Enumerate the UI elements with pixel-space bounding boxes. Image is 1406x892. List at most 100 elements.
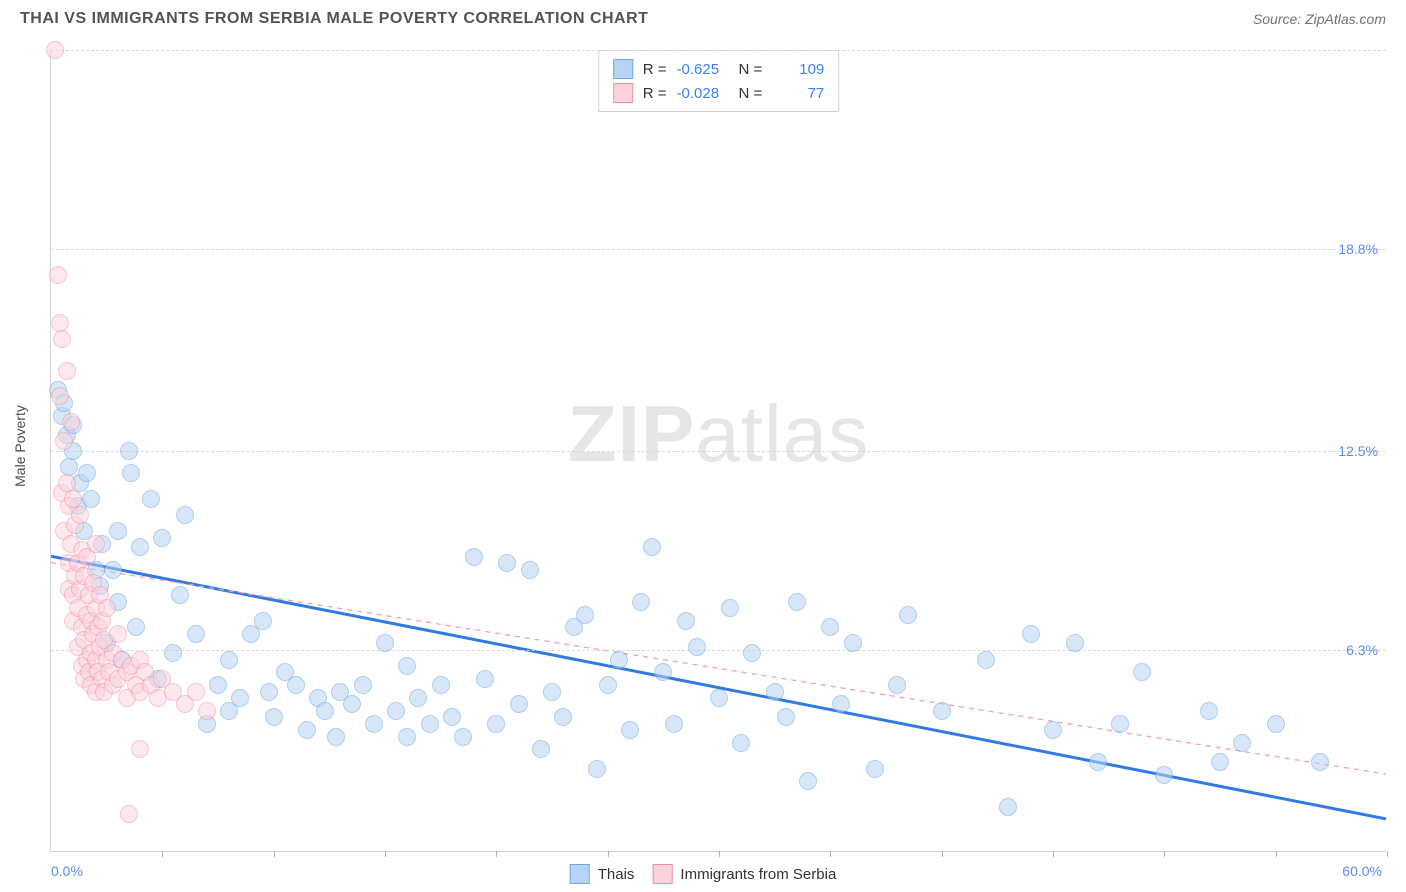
series-swatch — [613, 83, 633, 103]
stats-row: R = -0.625 N = 109 — [613, 57, 825, 81]
stats-row: R = -0.028 N = 77 — [613, 81, 825, 105]
y-axis-label: Male Poverty — [12, 405, 28, 487]
data-point — [665, 715, 683, 733]
x-tick — [496, 851, 497, 857]
trend-line — [51, 563, 1386, 774]
data-point — [933, 702, 951, 720]
data-point — [71, 506, 89, 524]
data-point — [766, 683, 784, 701]
data-point — [476, 670, 494, 688]
data-point — [1311, 753, 1329, 771]
data-point — [432, 676, 450, 694]
data-point — [610, 651, 628, 669]
data-point — [142, 490, 160, 508]
data-point — [109, 522, 127, 540]
x-tick — [1276, 851, 1277, 857]
data-point — [176, 506, 194, 524]
data-point — [844, 634, 862, 652]
data-point — [131, 740, 149, 758]
data-point — [298, 721, 316, 739]
data-point — [654, 663, 672, 681]
x-tick — [274, 851, 275, 857]
data-point — [532, 740, 550, 758]
legend-item: Thais — [570, 864, 635, 884]
data-point — [1111, 715, 1129, 733]
correlation-stats-box: R = -0.625 N = 109 R = -0.028 N = 77 — [598, 50, 840, 112]
data-point — [131, 538, 149, 556]
legend-label: Immigrants from Serbia — [680, 866, 836, 883]
data-point — [1211, 753, 1229, 771]
data-point — [554, 708, 572, 726]
n-value: 109 — [772, 61, 824, 78]
data-point — [1155, 766, 1173, 784]
data-point — [732, 734, 750, 752]
data-point — [62, 413, 80, 431]
data-point — [832, 695, 850, 713]
data-point — [376, 634, 394, 652]
data-point — [287, 676, 305, 694]
data-point — [977, 651, 995, 669]
data-point — [87, 535, 105, 553]
data-point — [1267, 715, 1285, 733]
x-tick — [1164, 851, 1165, 857]
data-point — [688, 638, 706, 656]
data-point — [127, 618, 145, 636]
data-point — [187, 683, 205, 701]
data-point — [677, 612, 695, 630]
data-point — [821, 618, 839, 636]
data-point — [1133, 663, 1151, 681]
x-tick — [1053, 851, 1054, 857]
data-point — [1089, 753, 1107, 771]
data-point — [198, 702, 216, 720]
n-value: 77 — [772, 85, 824, 102]
scatter-chart: ZIPatlas R = -0.625 N = 109 R = -0.028 N… — [50, 50, 1386, 852]
data-point — [899, 606, 917, 624]
data-point — [510, 695, 528, 713]
data-point — [487, 715, 505, 733]
data-point — [46, 41, 64, 59]
chart-header: THAI VS IMMIGRANTS FROM SERBIA MALE POVE… — [0, 0, 1406, 36]
y-tick-label: 6.3% — [1346, 642, 1378, 658]
legend-swatch — [570, 864, 590, 884]
legend-swatch — [652, 864, 672, 884]
data-point — [78, 464, 96, 482]
data-point — [51, 387, 69, 405]
data-point — [153, 529, 171, 547]
legend: Thais Immigrants from Serbia — [570, 864, 837, 884]
data-point — [498, 554, 516, 572]
data-point — [98, 599, 116, 617]
legend-item: Immigrants from Serbia — [652, 864, 836, 884]
n-label: N = — [739, 61, 763, 78]
data-point — [443, 708, 461, 726]
series-swatch — [613, 59, 633, 79]
data-point — [49, 266, 67, 284]
data-point — [387, 702, 405, 720]
data-point — [421, 715, 439, 733]
data-point — [398, 728, 416, 746]
data-point — [599, 676, 617, 694]
r-value: -0.625 — [677, 61, 729, 78]
chart-source: Source: ZipAtlas.com — [1253, 11, 1386, 27]
data-point — [354, 676, 372, 694]
data-point — [643, 538, 661, 556]
x-tick — [830, 851, 831, 857]
data-point — [171, 586, 189, 604]
data-point — [187, 625, 205, 643]
x-tick — [608, 851, 609, 857]
x-tick — [385, 851, 386, 857]
x-tick — [719, 851, 720, 857]
data-point — [164, 644, 182, 662]
watermark: ZIPatlas — [568, 388, 869, 480]
data-point — [521, 561, 539, 579]
data-point — [104, 561, 122, 579]
data-point — [220, 651, 238, 669]
data-point — [743, 644, 761, 662]
legend-label: Thais — [598, 866, 635, 883]
data-point — [543, 683, 561, 701]
data-point — [1022, 625, 1040, 643]
r-label: R = — [643, 61, 667, 78]
data-point — [365, 715, 383, 733]
data-point — [621, 721, 639, 739]
data-point — [231, 689, 249, 707]
data-point — [1233, 734, 1251, 752]
